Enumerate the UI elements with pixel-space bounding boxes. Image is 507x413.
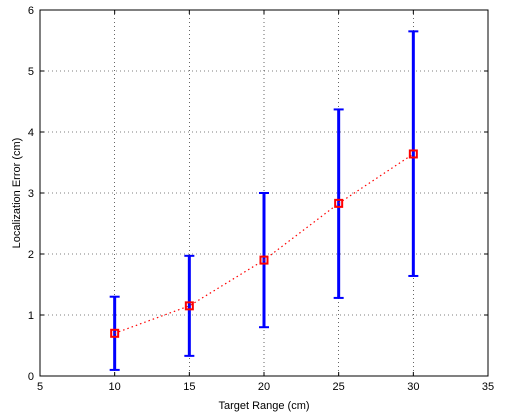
y-tick-label: 1	[28, 310, 34, 322]
y-tick-label: 3	[28, 188, 34, 200]
series-line-group	[114, 153, 414, 334]
x-tick-label: 5	[37, 381, 43, 393]
y-axis-ticks: 0 1 2 3 4 5 6	[28, 5, 488, 383]
y-tick-label: 4	[28, 127, 34, 139]
x-tick-label: 30	[407, 381, 419, 393]
y-tick-label: 2	[28, 249, 34, 261]
error-bar	[333, 108, 344, 299]
data-point	[259, 255, 269, 265]
x-tick-label: 10	[109, 381, 121, 393]
data-point	[110, 328, 120, 338]
data-points	[110, 149, 418, 338]
x-tick-label: 25	[333, 381, 345, 393]
data-point	[408, 149, 418, 159]
data-point	[334, 198, 344, 208]
x-axis-label: Target Range (cm)	[218, 400, 309, 412]
series-line	[114, 153, 414, 334]
y-tick-label: 6	[28, 5, 34, 17]
x-tick-label: 35	[482, 381, 494, 393]
x-axis-ticks: 5 10 15 20 25 30 35	[37, 10, 494, 393]
y-tick-label: 5	[28, 66, 34, 78]
y-axis-label: Localization Error (cm)	[11, 138, 23, 249]
y-tick-label: 0	[28, 371, 34, 383]
x-tick-label: 15	[183, 381, 195, 393]
error-bar	[408, 30, 419, 277]
error-bar	[184, 254, 195, 357]
data-point	[184, 301, 194, 311]
x-tick-label: 20	[258, 381, 270, 393]
